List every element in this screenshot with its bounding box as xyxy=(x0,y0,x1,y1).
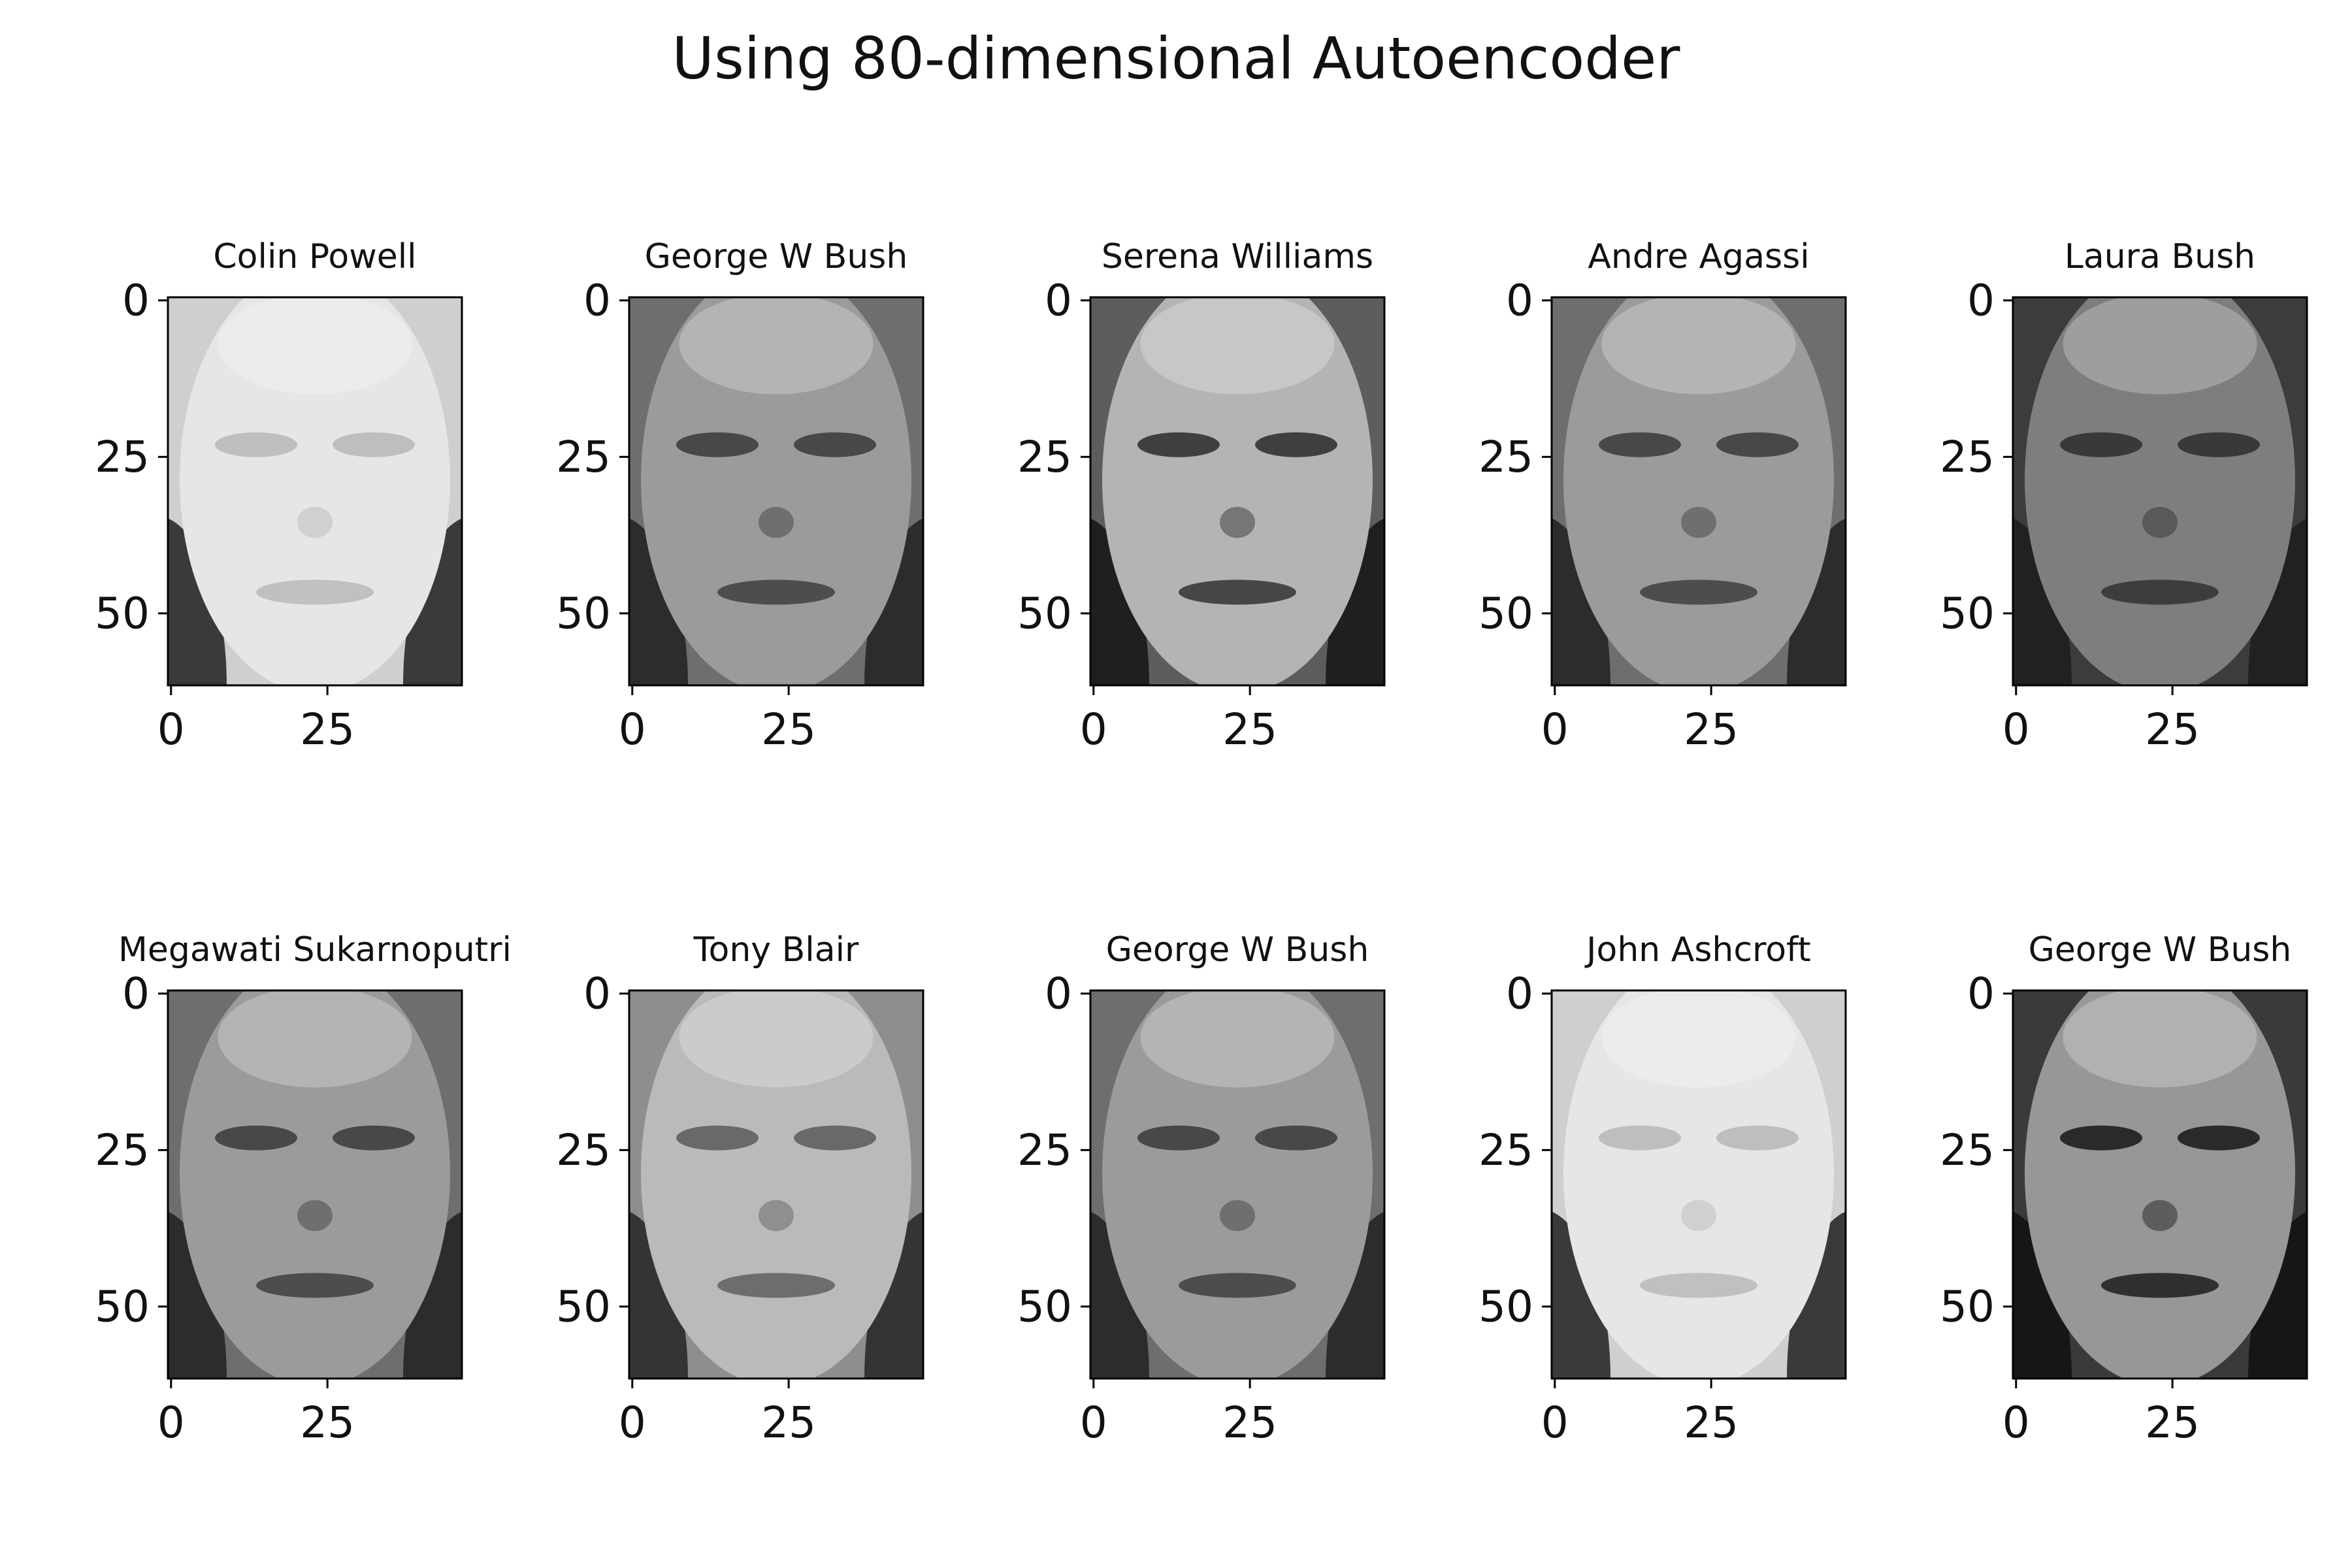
face-panel: 0 25 50 0 25 Colin Powell xyxy=(95,237,463,755)
axes-frame xyxy=(1089,296,1386,687)
y-tick-label: 25 xyxy=(1478,1125,1533,1175)
y-tick-label: 25 xyxy=(1017,1125,1072,1175)
x-tick-label: 0 xyxy=(1541,1397,1569,1448)
y-tick-label: 25 xyxy=(1017,432,1072,482)
y-tick-label: 0 xyxy=(1967,968,1995,1019)
y-tick-label: 0 xyxy=(1506,968,1533,1019)
y-tick-label: 25 xyxy=(556,432,611,482)
y-tick-label: 50 xyxy=(95,588,150,638)
axes-frame xyxy=(628,296,924,687)
face-image xyxy=(1090,990,1384,1379)
y-tick-label: 50 xyxy=(1478,1281,1533,1331)
y-tick-label: 50 xyxy=(1940,1281,1995,1331)
y-tick-label: 0 xyxy=(583,275,611,325)
panel-title: Tony Blair xyxy=(693,930,859,970)
x-tick-label: 0 xyxy=(157,704,185,755)
face-image xyxy=(168,297,462,685)
panel-title: George W Bush xyxy=(1106,930,1369,970)
panel-title: Megawati Sukarnoputri xyxy=(118,930,512,970)
x-tick-label: 25 xyxy=(761,1397,816,1448)
panel-title: George W Bush xyxy=(2029,930,2292,970)
x-tick-label: 25 xyxy=(1684,704,1739,755)
y-tick-label: 50 xyxy=(1940,588,1995,638)
y-tick-label: 25 xyxy=(556,1125,611,1175)
face-panel: 0 25 50 0 25 Serena Williams xyxy=(1017,237,1386,755)
y-tick-label: 0 xyxy=(583,968,611,1019)
x-tick-label: 25 xyxy=(300,1397,355,1448)
x-tick-label: 25 xyxy=(300,704,355,755)
y-tick-label: 0 xyxy=(122,275,150,325)
y-tick-label: 50 xyxy=(1478,588,1533,638)
face-image xyxy=(1552,297,1846,685)
axes-frame xyxy=(2012,989,2308,1380)
y-tick-label: 0 xyxy=(1506,275,1533,325)
face-image xyxy=(629,990,923,1379)
x-tick-label: 0 xyxy=(1080,704,1107,755)
y-tick-label: 25 xyxy=(1940,432,1995,482)
y-tick-label: 25 xyxy=(1940,1125,1995,1175)
face-panel: 0 25 50 0 25 Tony Blair xyxy=(556,930,924,1448)
panel-title: Laura Bush xyxy=(2065,237,2255,276)
x-tick-label: 25 xyxy=(1684,1397,1739,1448)
face-panel: 0 25 50 0 25 Laura Bush xyxy=(1940,237,2308,755)
y-tick-label: 50 xyxy=(95,1281,150,1331)
x-tick-label: 0 xyxy=(2002,1397,2030,1448)
panel-title: John Ashcroft xyxy=(1584,930,1811,970)
x-tick-label: 25 xyxy=(761,704,816,755)
axes-frame xyxy=(167,989,463,1380)
x-tick-label: 0 xyxy=(157,1397,185,1448)
x-tick-label: 0 xyxy=(619,704,646,755)
axes-frame xyxy=(2012,296,2308,687)
y-tick-label: 25 xyxy=(95,432,150,482)
face-image xyxy=(1090,297,1384,685)
panel-title: Andre Agassi xyxy=(1588,237,1809,276)
face-image xyxy=(168,990,462,1379)
panel-title: George W Bush xyxy=(645,237,908,276)
face-panel: 0 25 50 0 25 John Ashcroft xyxy=(1478,930,1847,1448)
y-tick-label: 50 xyxy=(556,1281,611,1331)
y-tick-label: 50 xyxy=(1017,1281,1072,1331)
axes-frame xyxy=(167,296,463,687)
face-image xyxy=(2013,297,2307,685)
face-image xyxy=(1552,990,1846,1379)
x-tick-label: 25 xyxy=(2145,1397,2200,1448)
panel-title: Serena Williams xyxy=(1102,237,1373,276)
x-tick-label: 0 xyxy=(2002,704,2030,755)
x-tick-label: 0 xyxy=(1080,1397,1107,1448)
face-image xyxy=(2013,990,2307,1379)
x-tick-label: 0 xyxy=(619,1397,646,1448)
face-panel: 0 25 50 0 25 George W Bush xyxy=(1017,930,1386,1448)
face-panel: 0 25 50 0 25 George W Bush xyxy=(556,237,924,755)
y-tick-label: 0 xyxy=(1045,968,1072,1019)
axes-frame xyxy=(1550,989,1847,1380)
figure-title: Using 80-dimensional Autoencoder xyxy=(672,25,1680,92)
y-tick-label: 0 xyxy=(1967,275,1995,325)
x-tick-label: 0 xyxy=(1541,704,1569,755)
axes-frame xyxy=(628,989,924,1380)
y-tick-label: 50 xyxy=(556,588,611,638)
x-tick-label: 25 xyxy=(1222,704,1277,755)
y-tick-label: 50 xyxy=(1017,588,1072,638)
axes-frame xyxy=(1550,296,1847,687)
panel-title: Colin Powell xyxy=(213,237,416,276)
face-image xyxy=(629,297,923,685)
y-tick-label: 0 xyxy=(122,968,150,1019)
face-panel: 0 25 50 0 25 Megawati Sukarnoputri xyxy=(95,930,512,1448)
axes-frame xyxy=(1089,989,1386,1380)
x-tick-label: 25 xyxy=(1222,1397,1277,1448)
x-tick-label: 25 xyxy=(2145,704,2200,755)
y-tick-label: 25 xyxy=(95,1125,150,1175)
face-panel: 0 25 50 0 25 George W Bush xyxy=(1940,930,2308,1448)
face-panel: 0 25 50 0 25 Andre Agassi xyxy=(1478,237,1847,755)
y-tick-label: 25 xyxy=(1478,432,1533,482)
y-tick-label: 0 xyxy=(1045,275,1072,325)
